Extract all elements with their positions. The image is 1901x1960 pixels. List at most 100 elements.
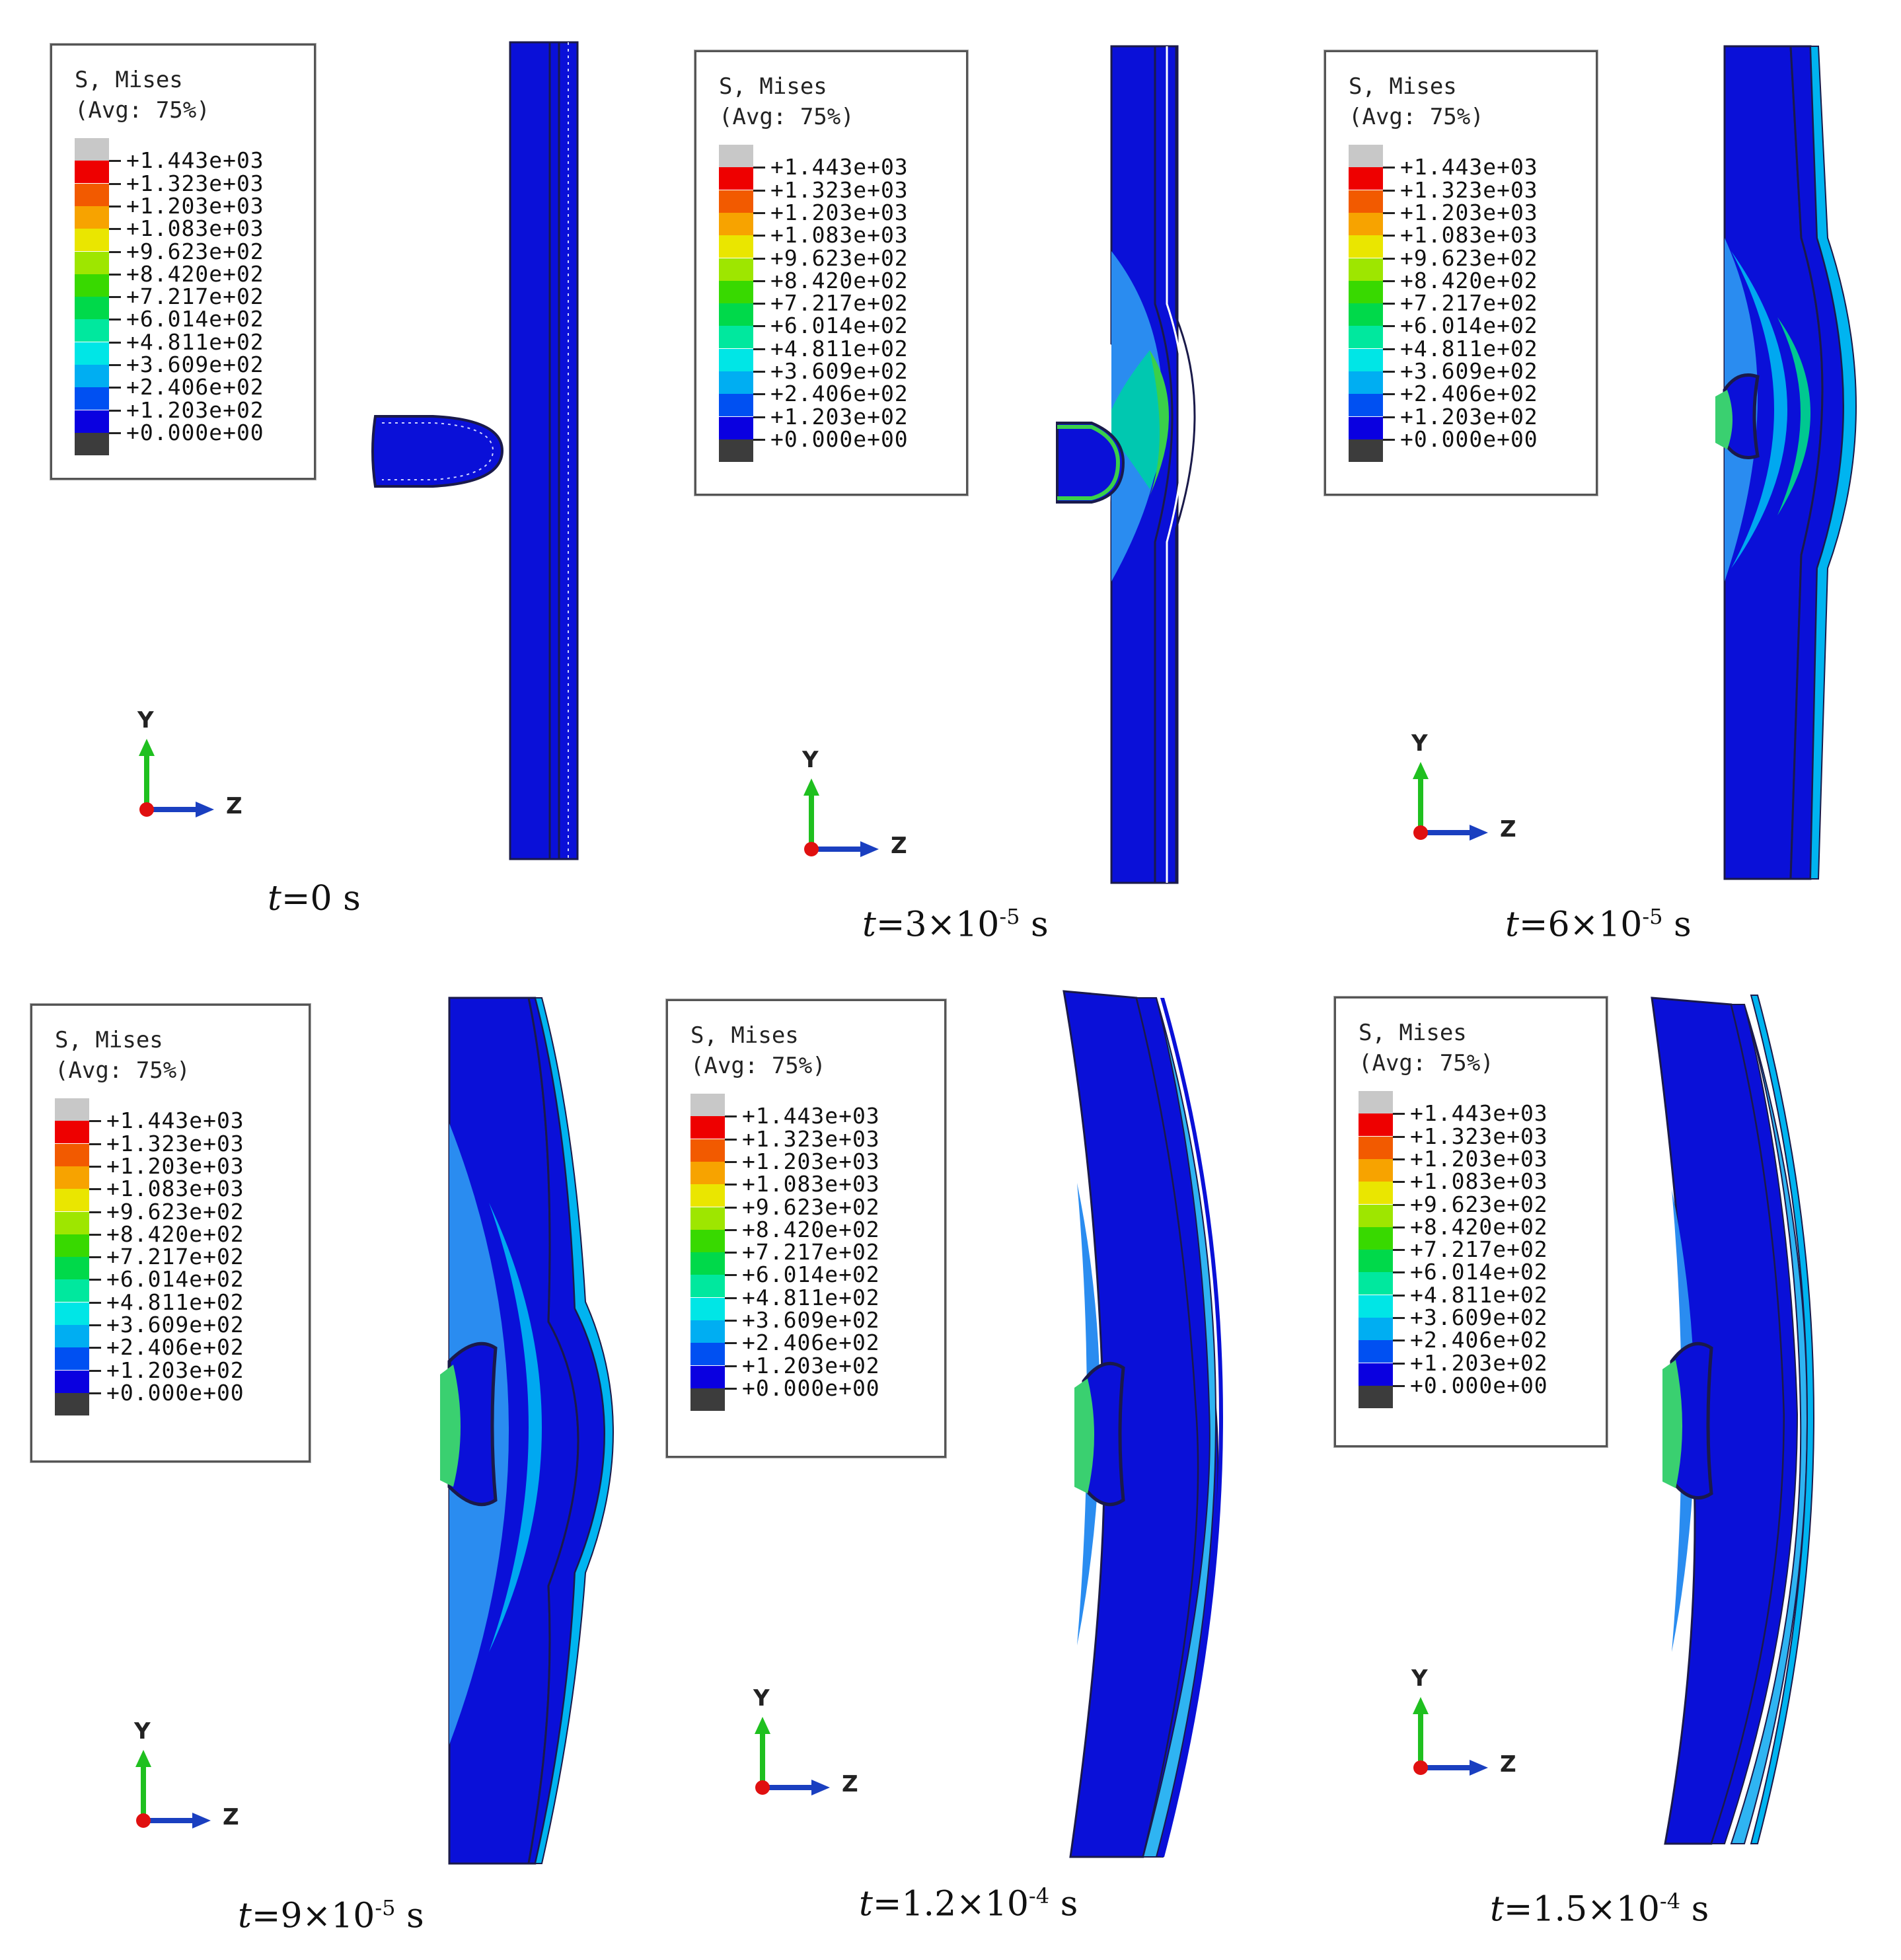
legend-color-band [75, 365, 109, 387]
legend-color-band [1349, 348, 1383, 371]
legend-color-band [1359, 1363, 1393, 1386]
legend-value: +2.406e+02 [742, 1330, 880, 1356]
legend-value: +0.000e+00 [770, 426, 909, 452]
legend-tick [89, 1120, 101, 1123]
legend-value: +7.217e+02 [1410, 1236, 1548, 1263]
legend-tick [725, 1184, 737, 1186]
legend-value: +1.323e+03 [742, 1125, 880, 1152]
legend-tick [109, 273, 121, 276]
z-axis-label: Z [842, 1771, 858, 1797]
legend-tick [1393, 1317, 1405, 1319]
legend-tick [725, 1342, 737, 1345]
legend-value: +1.203e+02 [106, 1357, 244, 1383]
legend-tick [753, 167, 765, 169]
legend-tick [109, 409, 121, 412]
time-symbol: t [1505, 905, 1519, 945]
legend-color-band [1359, 1385, 1393, 1408]
caption-panel-2: t=3×10-5 s [862, 904, 1049, 944]
legend-value: +6.014e+02 [126, 306, 264, 332]
legend-subtitle: (Avg: 75%) [690, 1053, 826, 1079]
legend-value: +1.203e+02 [1400, 403, 1538, 430]
legend-tick [1383, 348, 1395, 350]
legend-tick [725, 1252, 737, 1254]
legend-value: +4.811e+02 [1400, 335, 1538, 361]
legend-value: +4.811e+02 [1410, 1281, 1548, 1308]
legend-value: +6.014e+02 [742, 1262, 880, 1288]
legend-tick [89, 1143, 101, 1145]
legend-color-band [719, 416, 753, 439]
legend-value: +1.203e+02 [126, 396, 264, 423]
z-axis-label: Z [1500, 1751, 1516, 1778]
legend-color-band [690, 1275, 725, 1298]
legend-color-band [690, 1320, 725, 1343]
legend-value: +3.609e+02 [126, 352, 264, 377]
legend-value: +2.406e+02 [1400, 381, 1538, 407]
legend-color-band [55, 1143, 89, 1166]
legend-value: +1.323e+03 [126, 170, 264, 196]
legend-color-band [690, 1229, 725, 1252]
time-value: =6×10 [1518, 905, 1643, 945]
legend-color-band [75, 183, 109, 206]
fea-model-t1.2e-4 [1062, 990, 1223, 1858]
caption-panel-3: t=6×10-5 s [1505, 904, 1692, 944]
legend-title: S, Mises [719, 73, 827, 100]
legend-tick [109, 364, 121, 366]
legend-value: +6.014e+02 [1410, 1259, 1548, 1285]
axis-triad-6: Y Z [1399, 1665, 1516, 1778]
legend-value: +1.443e+03 [742, 1103, 880, 1129]
legend-tick [89, 1188, 101, 1191]
time-exponent: -5 [999, 904, 1020, 929]
time-value: =1.2×10 [872, 1884, 1029, 1924]
legend-color-band [719, 235, 753, 258]
time-symbol: t [862, 905, 876, 945]
caption-panel-1: t=0 s [268, 879, 361, 919]
z-axis-label: Z [226, 793, 242, 819]
legend-color-band [75, 342, 109, 365]
legend-color-band [1349, 258, 1383, 281]
legend-color-band [1349, 145, 1383, 167]
legend-color-band [1349, 190, 1383, 213]
time-exponent: -5 [1642, 904, 1663, 929]
legend-tick [109, 432, 121, 434]
legend-tick [753, 348, 765, 350]
legend-tick [725, 1320, 737, 1322]
legend-value: +8.420e+02 [106, 1221, 244, 1247]
legend-color-band [75, 410, 109, 433]
legend-color-band [719, 145, 753, 167]
legend-color-band [75, 297, 109, 320]
legend-tick [109, 319, 121, 321]
legend-tick [725, 1297, 737, 1299]
axis-arrows [139, 739, 214, 817]
legend-color-band [1349, 212, 1383, 235]
legend-value: +3.609e+02 [742, 1307, 880, 1333]
legend-value: +1.083e+03 [770, 222, 909, 248]
legend-panel-2: S, Mises (Avg: 75%) +1.443e+03 +1.323e+03 +1… [694, 50, 968, 496]
z-axis-label: Z [223, 1804, 239, 1830]
time-symbol: t [1490, 1889, 1504, 1930]
legend-value: +8.420e+02 [1410, 1213, 1548, 1240]
legend-value: +6.014e+02 [106, 1266, 244, 1293]
legend-value: +9.623e+02 [1410, 1191, 1548, 1217]
time-unit: s [1049, 1884, 1078, 1924]
axis-triad-1: Y Z [126, 707, 242, 819]
legend-value: +1.203e+03 [106, 1152, 244, 1179]
legend-color-band [75, 206, 109, 229]
legend-tick [1383, 257, 1395, 260]
legend-value: +9.623e+02 [770, 245, 909, 271]
legend-color-band [719, 258, 753, 281]
legend-value: +9.623e+02 [742, 1193, 880, 1220]
legend-color-band [719, 348, 753, 371]
legend-tick [725, 1206, 737, 1209]
legend-color-band [690, 1139, 725, 1162]
legend-tick [1383, 167, 1395, 169]
legend-subtitle: (Avg: 75%) [719, 104, 854, 130]
legend-color-band [1359, 1295, 1393, 1318]
legend-value: +8.420e+02 [742, 1216, 880, 1242]
legend-tick [1383, 325, 1395, 328]
legend-tick [753, 303, 765, 305]
legend-tick [109, 387, 121, 389]
legend-value: +0.000e+00 [742, 1375, 880, 1401]
legend-tick [753, 211, 765, 214]
legend-tick [1393, 1249, 1405, 1252]
legend-value: +1.203e+02 [770, 403, 909, 430]
